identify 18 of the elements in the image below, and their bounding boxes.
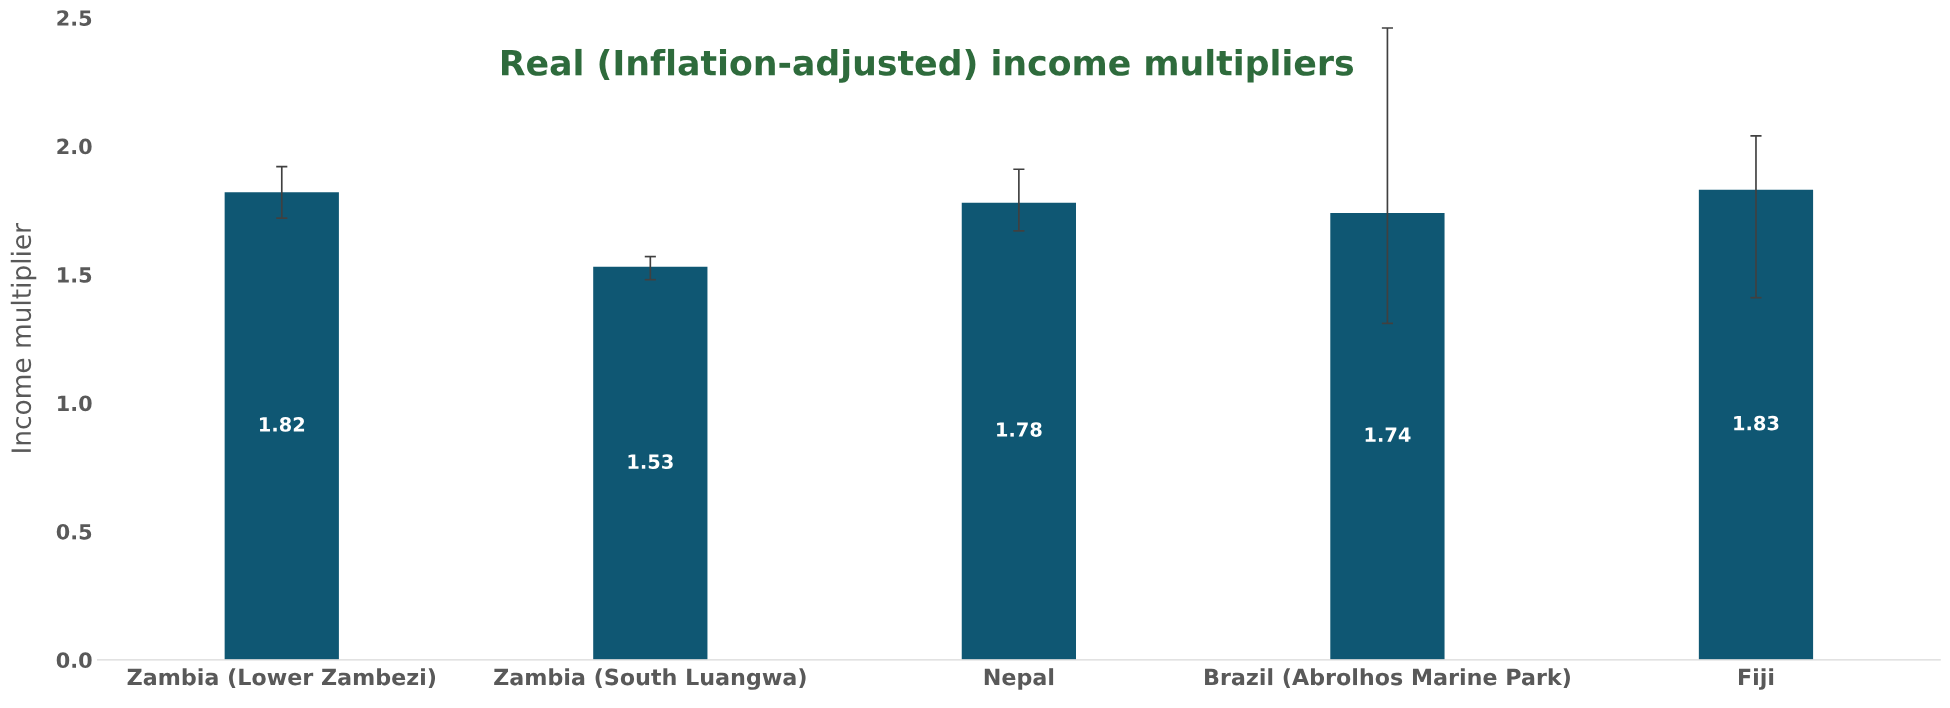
y-axis-title: Income multiplier xyxy=(10,223,37,452)
y-tick-label: 1.5 xyxy=(58,267,92,283)
data-label: 1.53 xyxy=(628,454,673,469)
x-tick-label: Zambia (South Luangwa) xyxy=(494,668,806,690)
y-tick-label: 0.5 xyxy=(56,523,92,540)
y-tick-label: 1.0 xyxy=(58,395,92,412)
y-tick-label: 0.0 xyxy=(56,652,92,669)
y-tick-label: 2.0 xyxy=(57,138,92,155)
data-label: 1.82 xyxy=(259,417,305,432)
x-tick-label: Fiji xyxy=(1739,668,1774,690)
text: Real (Inflation-adjusted) income multipliers xyxy=(502,48,1354,83)
y-tick-label: 2.5 xyxy=(57,10,92,26)
data-label: 1.83 xyxy=(1734,415,1779,431)
data-label: 1.78 xyxy=(997,422,1042,437)
x-tick-label: Brazil (Abrolhos Marine Park) xyxy=(1205,668,1570,689)
x-tick-label: Zambia (Lower Zambezi) xyxy=(127,668,436,689)
data-label: 1.74 xyxy=(1365,427,1411,442)
x-tick-label: Nepal xyxy=(984,668,1054,690)
